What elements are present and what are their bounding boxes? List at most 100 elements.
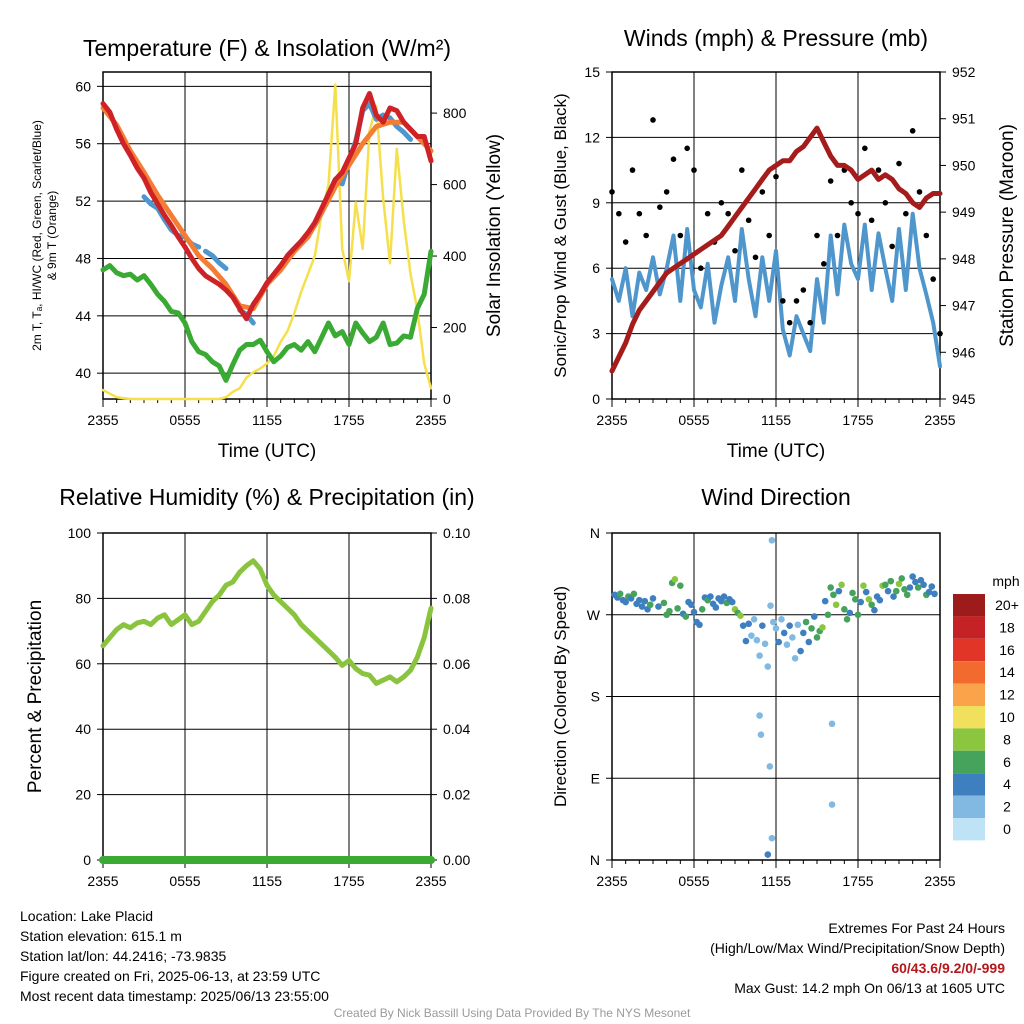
wind-gust-point	[855, 210, 861, 217]
wind-gust-point	[766, 232, 772, 239]
wind-gust-point	[732, 247, 738, 254]
wind-direction-point	[737, 612, 744, 619]
wind-direction-point	[849, 589, 856, 597]
wind-direction-point	[843, 615, 851, 623]
x-tick-label: 2355	[924, 412, 955, 428]
wind-direction-point	[912, 578, 919, 586]
x-tick-label: 2355	[596, 873, 627, 889]
x-tick-label: 2355	[415, 873, 446, 889]
wind-direction-point	[646, 601, 654, 609]
wind-direction-point	[797, 647, 804, 655]
wind-direction-point	[783, 641, 791, 649]
wind-direction-point	[742, 637, 750, 645]
colorbar-swatch	[953, 661, 985, 684]
wind-direction-point	[772, 625, 780, 632]
wind-direction-point	[865, 596, 873, 603]
colorbar-label: 18	[999, 619, 1015, 635]
wind-direction-point	[828, 801, 836, 808]
y2-tick-label: 800	[443, 105, 467, 121]
wind-direction-point	[649, 595, 657, 602]
wind-direction-point	[630, 590, 638, 598]
wind-direction-point	[791, 655, 799, 662]
wind-direction-point	[745, 620, 752, 628]
chart-title: Temperature (F) & Insolation (W/m²)	[83, 35, 451, 61]
wind-direction-point	[655, 603, 662, 610]
wind-gust-point	[677, 232, 684, 239]
wind-direction-point	[764, 663, 772, 670]
temp-line	[100, 91, 434, 322]
wind-direction-point	[687, 601, 695, 609]
wind-gust-point	[629, 167, 636, 173]
wind-gust-point	[725, 210, 731, 217]
wind-gust-point	[780, 298, 786, 304]
y-tick-label: 56	[75, 136, 91, 152]
wind-gust-point	[718, 200, 725, 206]
colorbar-swatch	[953, 594, 985, 617]
y-tick-label: 60	[75, 656, 91, 672]
x-tick-label: 2355	[87, 412, 118, 428]
y2-tick-label: 0.04	[443, 721, 470, 737]
wind-gust-point	[663, 189, 670, 195]
wind-gust-point	[848, 200, 854, 206]
colorbar-swatch	[953, 638, 985, 662]
y2-tick-label: 0.10	[443, 525, 470, 541]
wind-direction-point	[906, 584, 914, 591]
wind-gust-point	[616, 210, 622, 217]
y-tick-label: 6	[592, 260, 600, 276]
y2-tick-label: 0	[443, 391, 451, 407]
wind-direction-point	[775, 638, 783, 646]
wind-speed-line	[610, 211, 942, 369]
colorbar-label: 20+	[995, 597, 1019, 613]
wind-direction-point	[827, 584, 834, 591]
wind-direction-point	[884, 587, 892, 595]
wind-direction-point	[666, 607, 673, 615]
wind-gust-point	[821, 261, 827, 267]
wind-direction-point	[753, 636, 761, 644]
wind-gust-point	[698, 265, 704, 272]
wind-direction-point	[882, 581, 889, 589]
wind-direction-point	[712, 604, 720, 611]
x-tick-label: 0555	[678, 412, 709, 428]
station-latlon: Station lat/lon: 44.2416; -73.9835	[20, 948, 227, 964]
wind-gust-point	[862, 145, 868, 152]
wind-gust-point	[786, 319, 793, 326]
colorbar-label: 12	[999, 687, 1015, 703]
wind-direction-point	[759, 622, 766, 629]
wind-gust-point	[909, 128, 916, 134]
wind-direction-point	[824, 611, 832, 619]
wind-gust-point	[739, 167, 745, 173]
wind-gust-point	[868, 217, 875, 224]
x-axis-label: Time (UTC)	[727, 441, 826, 462]
y-tick-label: 0	[83, 852, 91, 868]
wind-gust-point	[875, 167, 882, 173]
wind-direction-point	[813, 634, 821, 641]
extremes-title: Extremes For Past 24 Hours	[828, 920, 1005, 936]
y-tick-label: N	[590, 525, 600, 541]
wind-gust-point	[650, 117, 656, 123]
station-location: Location: Lake Placid	[20, 908, 154, 924]
wind-gust-point	[752, 254, 759, 261]
wind-direction-point	[832, 601, 840, 609]
colorbar-label: 6	[1003, 754, 1011, 770]
wind-direction-point	[876, 596, 884, 604]
colorbar-label: 16	[999, 642, 1015, 658]
wind-gust-point	[930, 276, 936, 282]
wind-direction-point	[690, 608, 698, 616]
y-tick-label: 9	[592, 195, 600, 211]
y2-tick-label: 945	[952, 391, 976, 407]
colorbar-swatch	[953, 728, 985, 751]
wind-direction-point	[756, 652, 763, 659]
wind-direction-point	[828, 720, 836, 728]
y2-tick-label: 946	[952, 344, 976, 360]
station-pressure-line	[609, 125, 943, 374]
wind-direction-point	[862, 588, 870, 596]
wind-direction-point	[851, 596, 859, 603]
wind-direction-point	[638, 603, 646, 610]
wind-direction-point	[674, 605, 681, 612]
wind-direction-point	[920, 581, 927, 589]
wind-gust-point	[759, 189, 766, 195]
y-tick-label: S	[591, 689, 600, 705]
y-axis-label: 2m T, Tₐ, HI/WC (Red, Green, Scarlet/Blu…	[30, 120, 44, 351]
y2-tick-label: 0.02	[443, 787, 470, 803]
